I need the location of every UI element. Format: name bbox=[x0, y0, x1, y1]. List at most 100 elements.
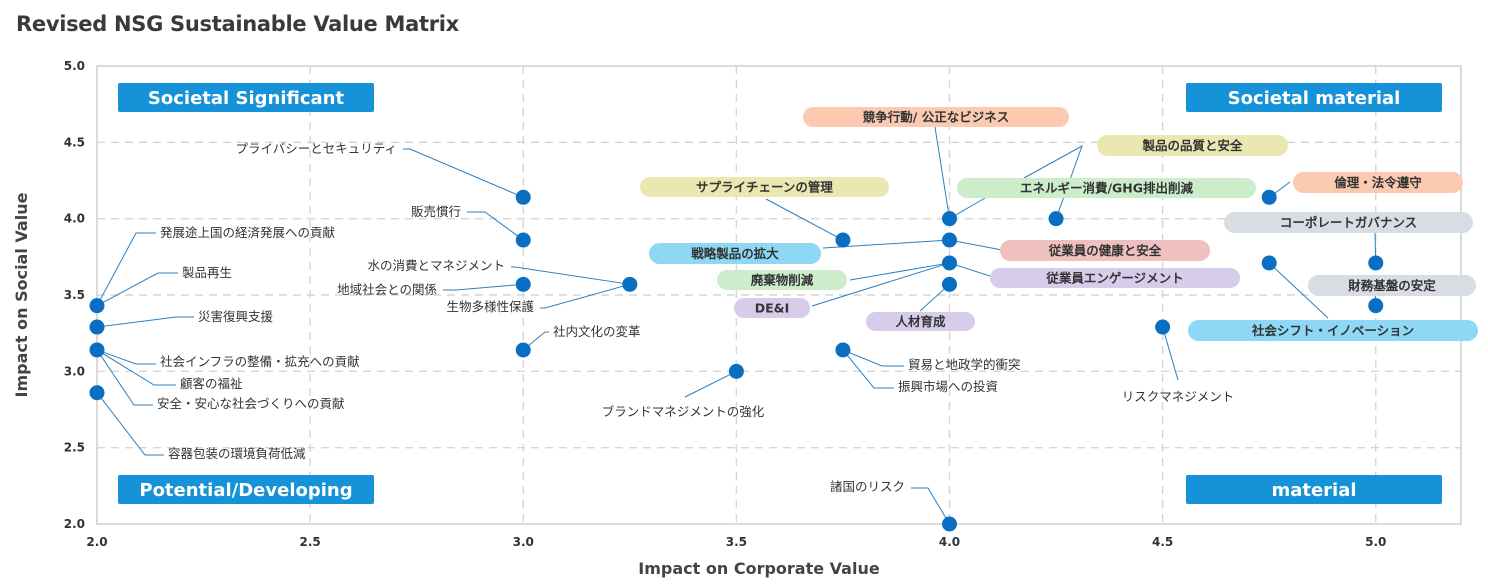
point-label: 水の消費とマネジメント bbox=[367, 258, 505, 273]
data-point bbox=[1261, 189, 1277, 205]
leader-line bbox=[765, 198, 844, 241]
y-tick-label: 4.5 bbox=[64, 135, 85, 149]
leader-line bbox=[96, 392, 164, 456]
label-pill bbox=[640, 177, 889, 197]
data-point bbox=[1368, 298, 1384, 314]
x-tick-label: 3.0 bbox=[513, 535, 534, 549]
data-point bbox=[515, 232, 531, 248]
point-label: 安全・安心な社会づくりへの貢献 bbox=[157, 396, 345, 411]
x-tick-label: 4.5 bbox=[1152, 535, 1173, 549]
leader-line bbox=[96, 272, 178, 307]
data-point bbox=[515, 276, 531, 292]
point-label: 社会インフラの整備・拡充への貢献 bbox=[160, 354, 360, 369]
label-pill bbox=[1097, 135, 1288, 156]
quadrant-badge bbox=[1186, 83, 1442, 112]
point-label: 戦略製品の拡大 bbox=[691, 246, 779, 261]
quadrant-badge bbox=[118, 475, 374, 504]
data-point bbox=[1155, 319, 1171, 335]
label-pill bbox=[957, 178, 1256, 198]
data-point bbox=[728, 363, 744, 379]
leader-line bbox=[842, 349, 904, 367]
point-label: 振興市場への投資 bbox=[898, 379, 998, 394]
leader-line bbox=[949, 239, 1003, 251]
chart-title: Revised NSG Sustainable Value Matrix bbox=[16, 12, 459, 36]
data-point bbox=[515, 342, 531, 358]
point-label: コーポレートガバナンス bbox=[1280, 215, 1417, 230]
data-point bbox=[515, 189, 531, 205]
data-point bbox=[622, 276, 638, 292]
point-label: 従業員エンゲージメント bbox=[1045, 271, 1183, 286]
point-labels: 発展途上国の経済発展への貢献製品再生災害復興支援社会インフラの整備・拡充への貢献… bbox=[157, 107, 1478, 494]
quadrant-badge bbox=[118, 83, 374, 112]
point-label: 地域社会との関係 bbox=[337, 282, 437, 297]
point-label: 製品再生 bbox=[182, 265, 232, 280]
label-pill bbox=[649, 243, 821, 264]
point-label: 人材育成 bbox=[895, 314, 946, 329]
leader-lines bbox=[96, 126, 1377, 525]
y-tick-label: 5.0 bbox=[64, 59, 85, 73]
x-tick-label: 4.0 bbox=[939, 535, 960, 549]
x-axis-label: Impact on Corporate Value bbox=[638, 559, 880, 578]
label-pill bbox=[866, 312, 975, 331]
data-point bbox=[942, 516, 957, 532]
leader-line bbox=[911, 487, 950, 525]
point-label: リスクマネジメント bbox=[1122, 389, 1235, 404]
label-pill bbox=[1224, 212, 1473, 233]
point-label: 貿易と地政学的衝突 bbox=[908, 357, 1021, 372]
point-label: 諸国のリスク bbox=[830, 479, 905, 494]
leader-line bbox=[96, 316, 194, 328]
point-label: 財務基盤の安定 bbox=[1347, 278, 1436, 293]
leader-line bbox=[811, 262, 950, 307]
point-label: 社内文化の変革 bbox=[553, 324, 641, 339]
leader-line bbox=[1162, 326, 1179, 381]
leader-line bbox=[934, 126, 950, 219]
point-label: 製品の品質と安全 bbox=[1141, 138, 1243, 153]
y-tick-label: 3.0 bbox=[64, 364, 85, 378]
point-label: 従業員の健康と安全 bbox=[1048, 243, 1162, 258]
y-axis-label: Impact on Social Value bbox=[12, 192, 31, 397]
point-label: DE&I bbox=[755, 301, 789, 316]
quadrant-labels: Societal Significant Societal material Pot… bbox=[118, 83, 1442, 504]
point-label: 販売慣行 bbox=[411, 204, 461, 219]
label-pill bbox=[1188, 320, 1478, 341]
data-point bbox=[1048, 211, 1064, 227]
data-points bbox=[89, 189, 1384, 532]
data-point bbox=[1261, 255, 1277, 271]
leader-line bbox=[522, 331, 549, 351]
y-tick-label: 3.5 bbox=[64, 288, 85, 302]
leader-line bbox=[684, 370, 737, 398]
label-pill bbox=[803, 107, 1069, 127]
label-pill bbox=[990, 268, 1240, 288]
label-pill bbox=[1308, 275, 1476, 296]
y-tick-label: 2.5 bbox=[64, 441, 85, 455]
y-tick-label: 4.0 bbox=[64, 212, 85, 226]
data-point bbox=[89, 319, 105, 335]
leader-line bbox=[96, 349, 153, 406]
leader-line bbox=[443, 283, 524, 291]
x-tick-label: 2.0 bbox=[86, 535, 107, 549]
point-label: 社会シフト・イノベーション bbox=[1251, 323, 1414, 338]
label-pill bbox=[1293, 172, 1463, 193]
x-tick-label: 3.5 bbox=[726, 535, 747, 549]
data-point bbox=[89, 298, 105, 314]
label-pill bbox=[1000, 240, 1210, 261]
leader-line bbox=[96, 349, 156, 365]
label-pill bbox=[734, 298, 810, 318]
point-label: 顧客の福祉 bbox=[180, 376, 243, 391]
point-label: 発展途上国の経済発展への貢献 bbox=[160, 225, 335, 240]
leader-line bbox=[1268, 262, 1329, 319]
point-label: プライバシーとセキュリティ bbox=[235, 141, 397, 156]
leader-line bbox=[96, 349, 176, 386]
leader-line bbox=[540, 283, 630, 309]
data-point bbox=[942, 276, 957, 292]
leader-line bbox=[467, 211, 524, 241]
x-tick-label: 2.5 bbox=[299, 535, 320, 549]
quadrant-badge bbox=[1186, 475, 1442, 504]
data-point bbox=[835, 232, 851, 248]
data-point bbox=[942, 255, 957, 271]
leader-line bbox=[511, 266, 630, 285]
axes: 2.0 2.5 3.0 3.5 4.0 4.5 5.0 2.0 2.5 3.0 3.5 4.0 4.5 5… bbox=[12, 59, 1386, 578]
data-point bbox=[89, 385, 105, 401]
data-point bbox=[89, 342, 105, 358]
point-label: エネルギー消費/GHG排出削減 bbox=[1020, 181, 1194, 196]
